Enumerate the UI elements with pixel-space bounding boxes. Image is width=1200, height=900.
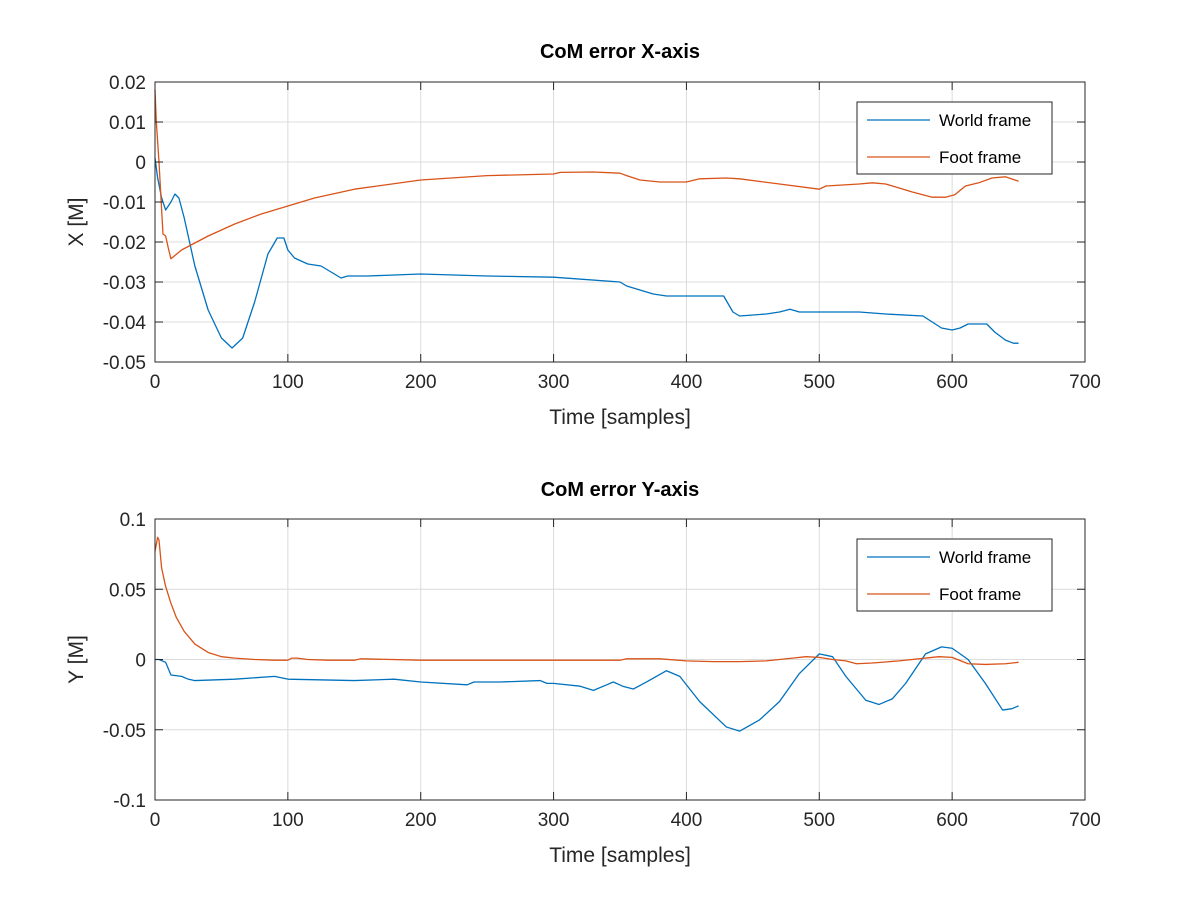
y-tick-label: -0.05	[103, 721, 146, 742]
legend-box	[856, 101, 1053, 175]
legend-label: Foot frame	[939, 585, 1021, 604]
series-line-foot-frame	[154, 536, 1019, 666]
series-line-world-frame	[154, 157, 1019, 349]
y-axis-label: Y [M]	[65, 635, 88, 684]
legend-label: Foot frame	[939, 148, 1021, 167]
x-tick-label: 500	[803, 372, 835, 393]
x-tick-label: 300	[538, 372, 570, 393]
x-tick-label: 600	[936, 372, 968, 393]
chart-com-error-y-axis: 0 100 200 300 400 500 600 700 -0.1 -0.05 0 0.05 0.1 C…	[65, 479, 1101, 867]
legend-box	[856, 538, 1053, 612]
legend-label: World frame	[939, 111, 1031, 130]
legend-label: World frame	[939, 548, 1031, 567]
chart-com-error-x-axis: 0 100 200 300 400 500 600 700 -0.05 -0.04 -0.03 -0.…	[65, 41, 1101, 429]
x-tick-label: 500	[803, 810, 835, 831]
x-tick-label: 200	[405, 810, 437, 831]
x-axis-label: Time [samples]	[549, 844, 691, 867]
chart-title: CoM error X-axis	[540, 41, 700, 63]
y-tick-label: 0.05	[109, 580, 146, 601]
x-axis-label: Time [samples]	[549, 406, 691, 429]
y-tick-label: 0	[135, 153, 146, 174]
y-tick-label: -0.05	[103, 353, 146, 374]
series-line-world-frame	[155, 646, 1019, 732]
legend: World frame Foot frame	[856, 538, 1053, 612]
x-tick-label: 400	[671, 372, 703, 393]
x-tick-label: 600	[936, 810, 968, 831]
y-tick-label: -0.02	[103, 233, 146, 254]
x-tick-label: 400	[671, 810, 703, 831]
x-tick-label: 700	[1069, 810, 1101, 831]
y-tick-label: -0.03	[103, 273, 146, 294]
legend: World frame Foot frame	[856, 101, 1053, 175]
x-tick-label: 200	[405, 372, 437, 393]
y-tick-label: 0	[135, 651, 146, 672]
y-tick-label: -0.04	[103, 313, 147, 334]
y-tick-label: 0.1	[120, 510, 146, 531]
x-tick-label: 100	[272, 372, 304, 393]
y-tick-label: -0.01	[103, 193, 146, 214]
y-tick-label: 0.02	[109, 73, 146, 94]
axes-frame	[154, 81, 1086, 363]
y-tick-label: 0.01	[109, 113, 146, 134]
chart-title: CoM error Y-axis	[541, 479, 700, 501]
x-tick-label: 700	[1069, 372, 1101, 393]
y-tick-label: -0.1	[113, 791, 146, 812]
series-line-foot-frame	[154, 89, 1019, 260]
x-tick-label: 100	[272, 810, 304, 831]
x-tick-label: 0	[150, 810, 161, 831]
x-tick-label: 300	[538, 810, 570, 831]
y-axis-label: X [M]	[65, 197, 88, 246]
x-tick-label: 0	[150, 372, 161, 393]
